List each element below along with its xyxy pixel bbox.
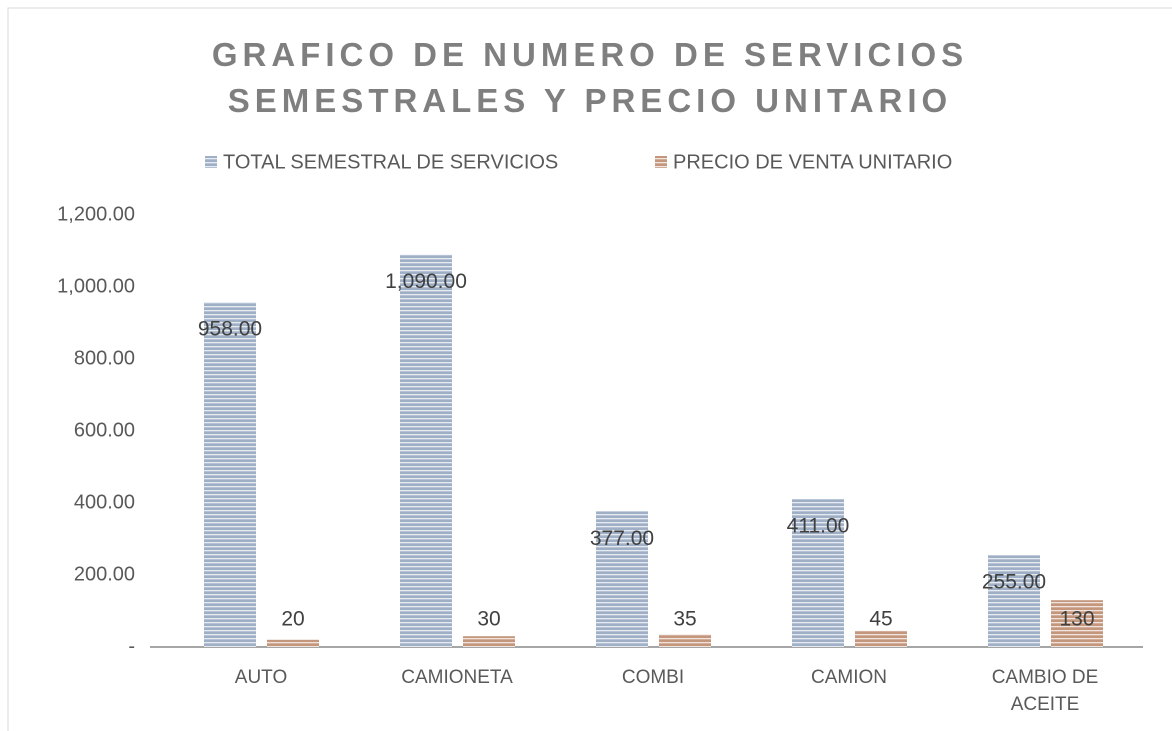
legend-label: TOTAL SEMESTRAL DE SERVICIOS — [223, 151, 558, 173]
x-tick-label: COMBI — [621, 667, 685, 688]
data-label: 377.00 — [590, 527, 654, 550]
bar — [267, 639, 319, 647]
data-label: 20 — [281, 608, 304, 631]
data-label: 35 — [673, 608, 696, 631]
bar — [463, 636, 515, 647]
y-tick-label: 1,200.00 — [57, 203, 135, 225]
frame — [7, 7, 1172, 731]
bar — [596, 511, 648, 647]
bar — [659, 634, 711, 647]
x-tick-label: CAMION — [811, 667, 887, 688]
x-tick-label: AUTO — [234, 667, 288, 688]
bar — [1051, 600, 1103, 647]
bar — [204, 302, 256, 647]
data-label: 411.00 — [787, 515, 850, 538]
data-label: 130 — [1059, 608, 1094, 631]
legend-swatch — [205, 156, 217, 168]
data-label: 30 — [477, 608, 500, 631]
y-tick-label: 400.00 — [74, 491, 135, 513]
bar — [792, 499, 844, 647]
y-tick-label: 600.00 — [74, 419, 135, 441]
x-tick-label: CAMIONETA — [401, 667, 513, 688]
data-label: 255.00 — [982, 571, 1046, 594]
bar — [988, 555, 1040, 647]
y-tick-label: - — [128, 635, 135, 657]
data-label: 958.00 — [198, 318, 262, 341]
chart-title: GRAFICO DE NUMERO DE SERVICIOS SEMESTRAL… — [211, 36, 969, 119]
legend-label: PRECIO DE VENTA UNITARIO — [673, 151, 952, 173]
data-label: 1,090.00 — [385, 270, 467, 293]
bar — [855, 630, 907, 647]
y-tick-label: 200.00 — [74, 563, 135, 585]
y-tick-label: 1,000.00 — [57, 275, 135, 297]
x-tick-label: CAMBIO DE ACEITE — [991, 667, 1099, 715]
legend-swatch — [655, 156, 667, 168]
y-tick-label: 800.00 — [74, 347, 135, 369]
data-label: 45 — [869, 608, 892, 631]
bar — [400, 254, 452, 647]
